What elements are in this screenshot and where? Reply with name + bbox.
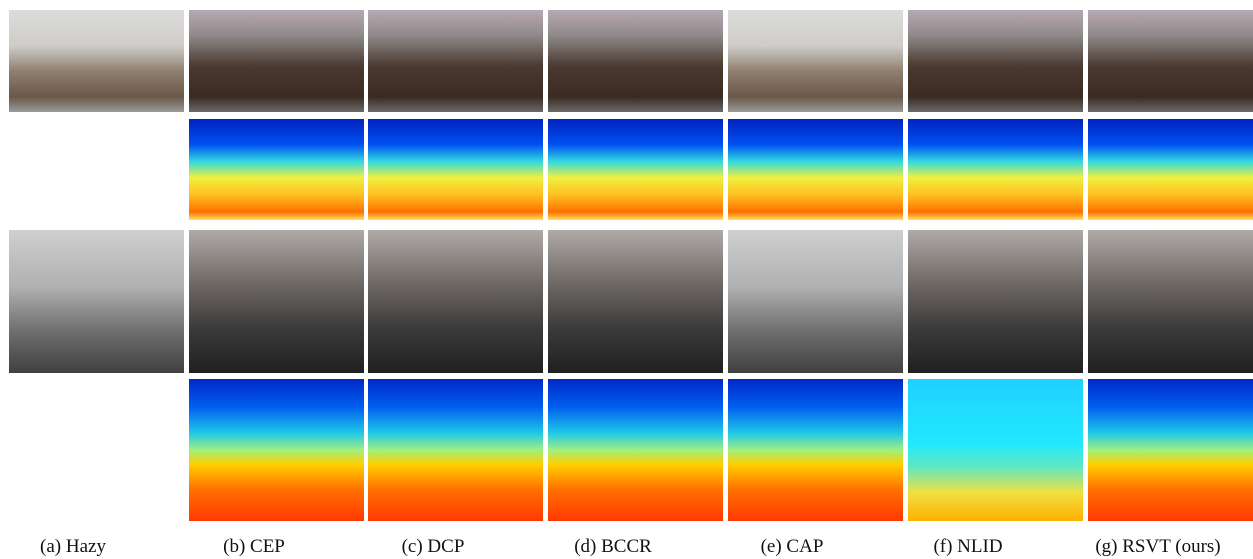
dehazed-image [189, 10, 364, 112]
depth-map-image [189, 119, 364, 220]
caption: (b) CEP [159, 536, 349, 558]
caption: (f) NLID [873, 536, 1063, 558]
dehazed-image [548, 10, 723, 112]
dehazed-image [548, 230, 723, 373]
depth-map-image [728, 379, 903, 521]
depth-map-image [1088, 379, 1253, 521]
dehazed-image [368, 230, 543, 373]
dehazed-image [1088, 10, 1253, 112]
depth-map-image [189, 379, 364, 521]
depth-map-image [908, 119, 1083, 220]
depth-map-image [1088, 119, 1253, 220]
caption: (c) DCP [338, 536, 528, 558]
dehazed-image [1088, 230, 1253, 373]
depth-map-image [368, 119, 543, 220]
dehazed-image [368, 10, 543, 112]
dehazed-image [9, 230, 184, 373]
depth-map-image [548, 379, 723, 521]
caption: (a) Hazy [0, 536, 168, 558]
caption: (e) CAP [697, 536, 887, 558]
dehazed-image [189, 230, 364, 373]
dehazed-image [728, 10, 903, 112]
figure: (a) Hazy(b) CEP(c) DCP(d) BCCR(e) CAP(f)… [0, 0, 1253, 559]
depth-map-image [368, 379, 543, 521]
dehazed-image [908, 10, 1083, 112]
depth-map-image [728, 119, 903, 220]
caption: (g) RSVT (ours) [1063, 536, 1253, 558]
depth-map-image [908, 379, 1083, 521]
caption: (d) BCCR [518, 536, 708, 558]
dehazed-image [9, 10, 184, 112]
dehazed-image [728, 230, 903, 373]
depth-map-image [548, 119, 723, 220]
dehazed-image [908, 230, 1083, 373]
